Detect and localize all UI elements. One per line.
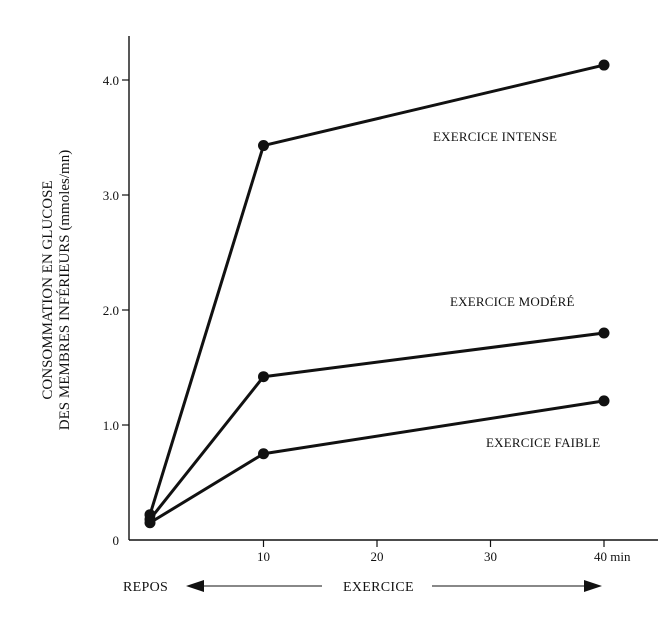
series-points <box>144 59 610 529</box>
x-tick-label: 40 min <box>594 549 631 564</box>
axis-ticks: 10 20 30 40 min 0 1.0 2.0 3.0 4.0 <box>103 73 631 564</box>
y-axis-label-line1: CONSOMMATION EN GLUCOSE <box>40 180 56 399</box>
series-line-faible <box>149 399 605 525</box>
y-tick-label: 2.0 <box>103 303 119 318</box>
data-point-modere <box>258 371 269 383</box>
data-point-intense <box>598 59 610 71</box>
data-point-faible <box>144 517 156 529</box>
data-point-intense <box>258 140 269 152</box>
y-tick-label: 3.0 <box>103 188 119 203</box>
data-point-faible <box>258 448 269 460</box>
series-label-faible: EXERCICE FAIBLE <box>486 435 600 450</box>
x-tick-label: 30 <box>484 549 497 564</box>
y-tick-label: 0 <box>113 533 120 548</box>
series-label-intense: EXERCICE INTENSE <box>433 129 557 144</box>
y-tick-label: 1.0 <box>103 418 119 433</box>
data-point-faible <box>598 395 610 407</box>
data-point-modere <box>598 327 610 339</box>
y-tick-label: 4.0 <box>103 73 119 88</box>
series-label-modere: EXERCICE MODÉRÉ <box>450 294 575 309</box>
y-axis-label-line2: DES MEMBRES INFÉRIEURS (mmoles/mn) <box>56 150 73 430</box>
x-tick-label: 20 <box>371 549 384 564</box>
right-arrow <box>432 580 602 592</box>
series-line-modere <box>148 331 605 521</box>
left-arrow <box>186 580 322 592</box>
x-tick-label: 10 <box>257 549 270 564</box>
rest-phase-label: REPOS <box>123 580 168 595</box>
exercise-phase-label: EXERCICE <box>343 580 414 595</box>
